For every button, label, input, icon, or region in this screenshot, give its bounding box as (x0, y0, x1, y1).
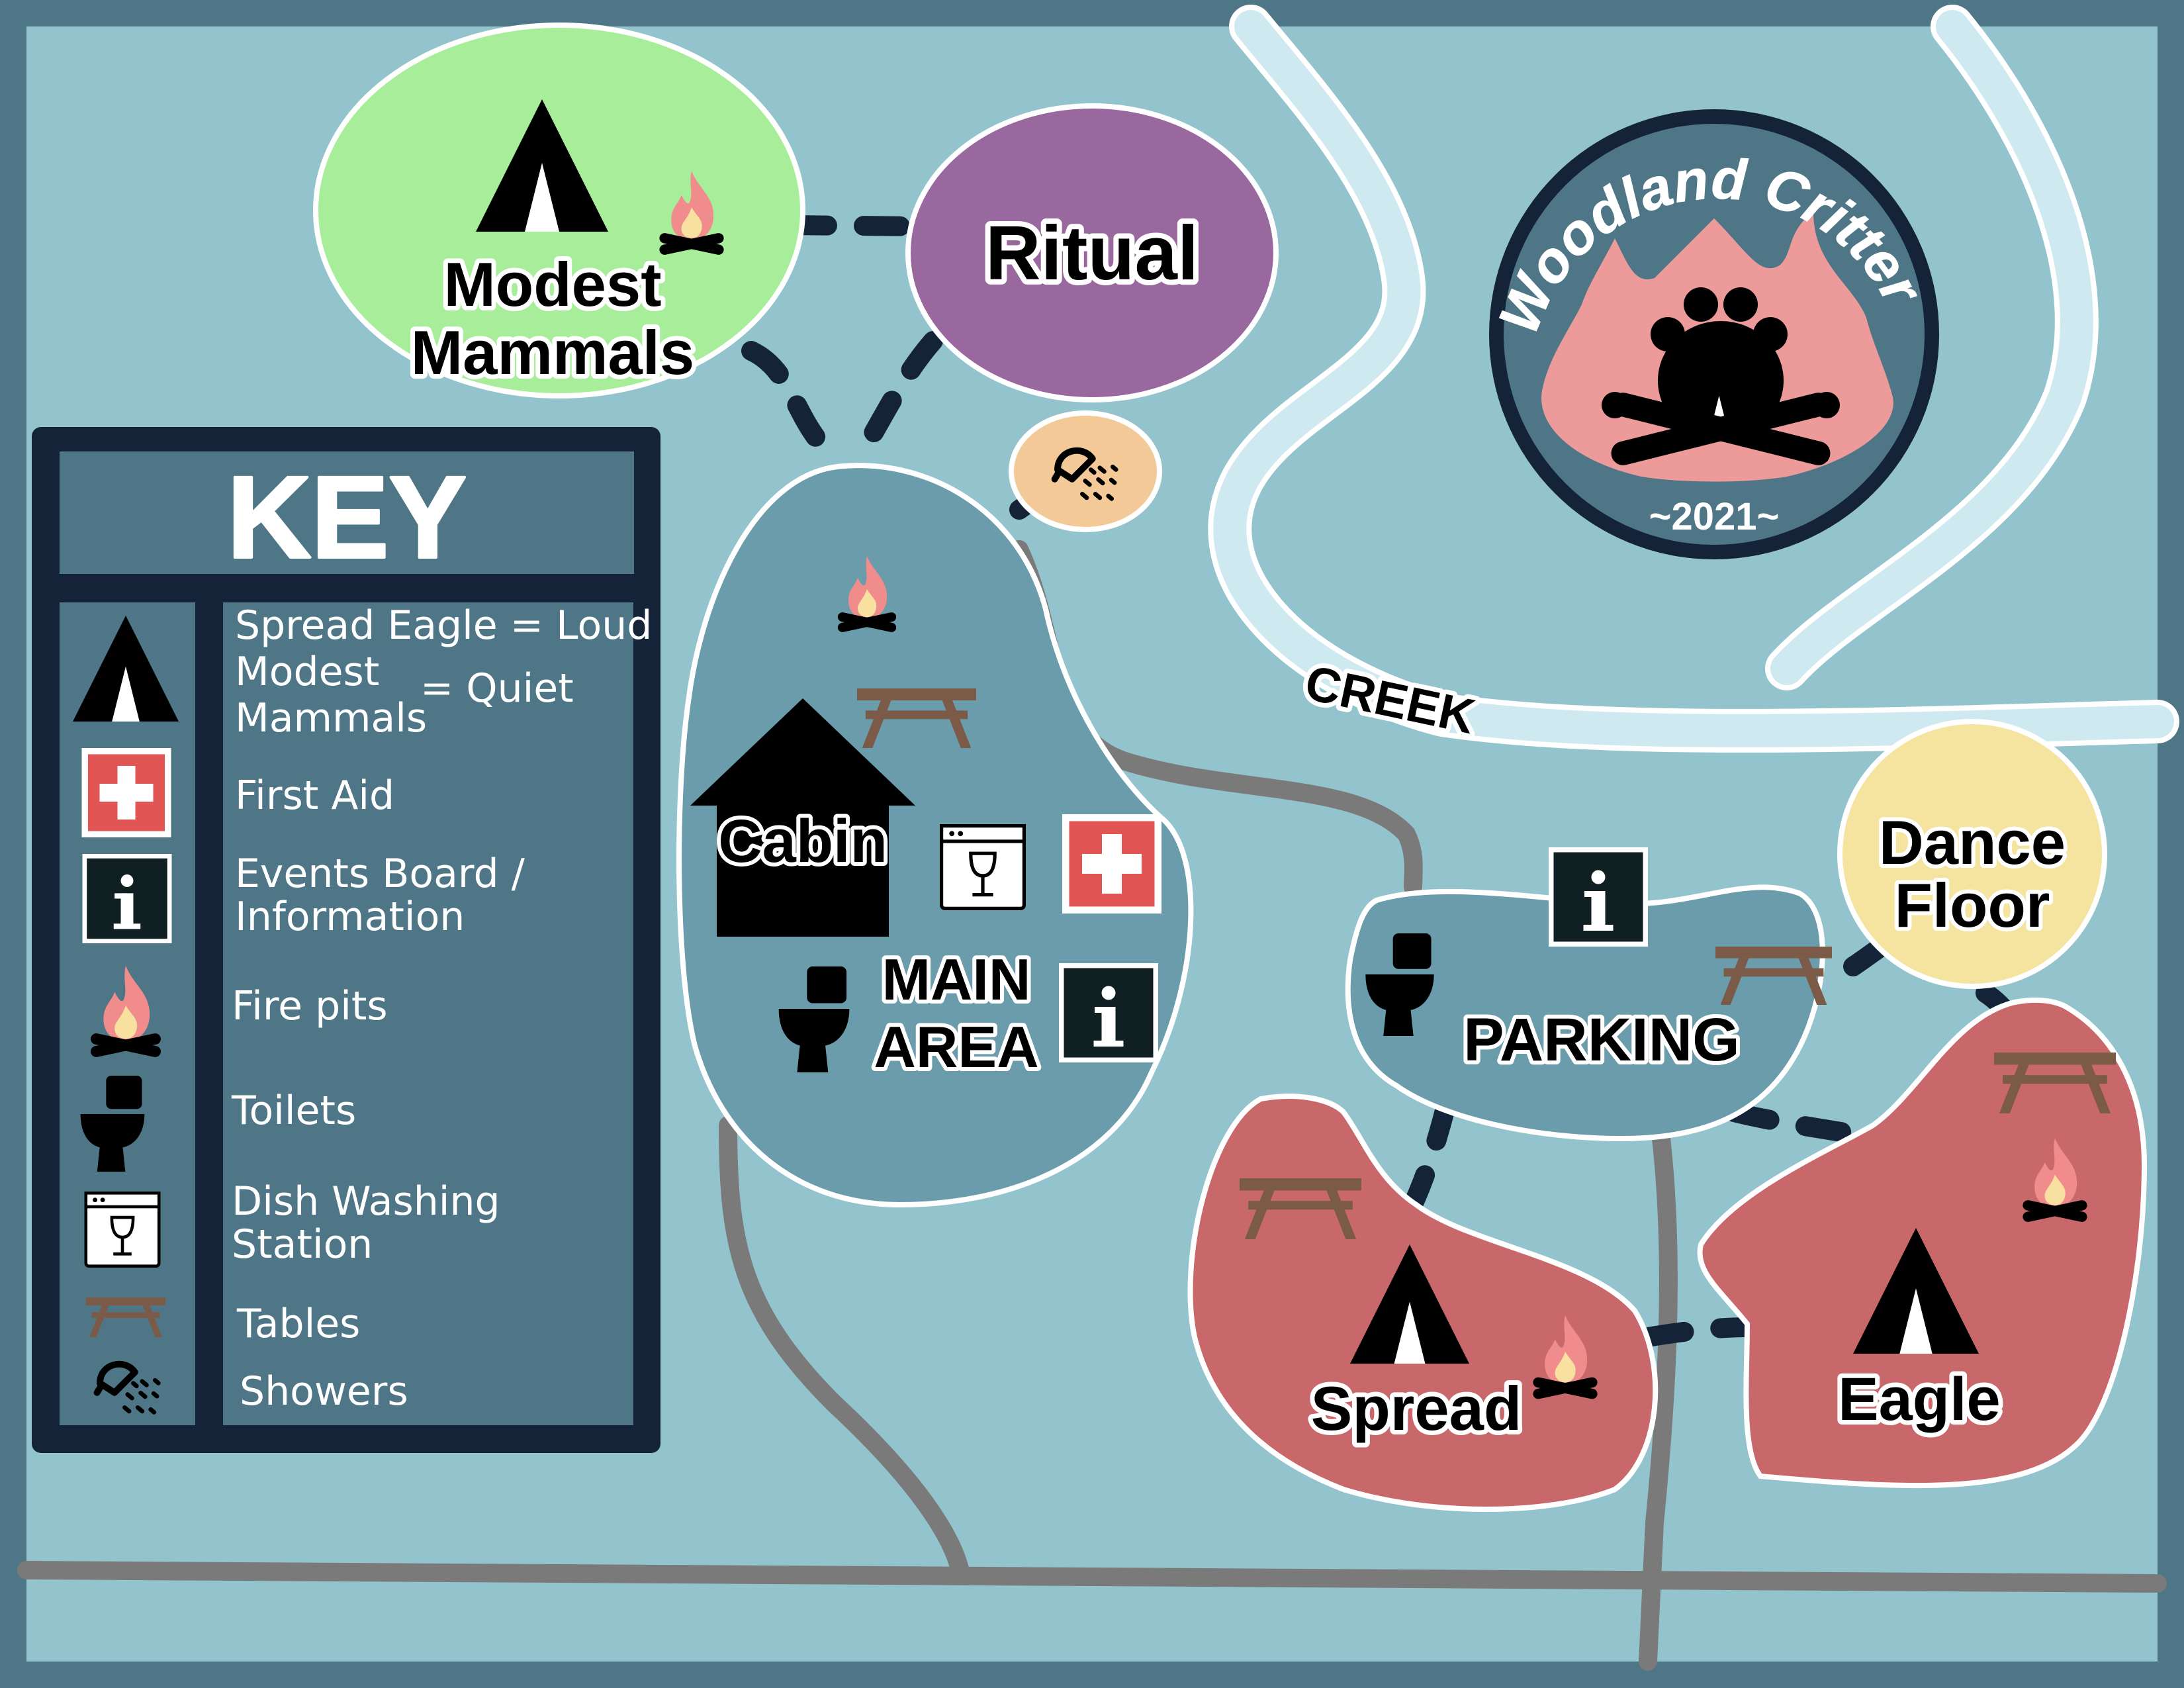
main-area-label-2: AREA (874, 1014, 1038, 1080)
info-icon (82, 854, 172, 943)
area-parking[interactable]: PARKING (1345, 847, 1832, 1142)
area-showers[interactable] (1009, 410, 1162, 532)
key-quiet-equals: = Quiet (420, 665, 574, 712)
first-aid-icon (81, 748, 171, 837)
key-title: KEY (227, 453, 467, 583)
logo-logs (1602, 392, 1840, 465)
spread-label: Spread (1311, 1374, 1522, 1443)
key-dish-label-1: Dish Washing (232, 1178, 500, 1225)
key-title-box (60, 451, 634, 574)
modest-mammals-label-2: Mammals (411, 318, 694, 387)
area-modest-mammals[interactable]: Modest Mammals (313, 23, 805, 399)
key-info-label-1: Events Board / (235, 851, 525, 897)
info-icon (1059, 963, 1158, 1062)
info-icon (1549, 847, 1648, 947)
key-quiet-label-1: Modest (235, 649, 379, 695)
first-aid-icon (1062, 814, 1161, 914)
area-spread[interactable]: Spread (1187, 1094, 1659, 1512)
key-info-label-2: Information (235, 894, 465, 940)
cabin-label: Cabin (718, 808, 887, 875)
key-quiet-label-2: Mammals (235, 695, 427, 741)
dance-floor-label-1: Dance (1879, 808, 2066, 877)
key-text-column (223, 602, 633, 1425)
area-main[interactable]: Cabin MAIN AREA (676, 463, 1194, 1208)
main-area-label-1: MAIN (882, 947, 1031, 1012)
parking-label: PARKING (1463, 1006, 1739, 1074)
map-key: KEY Spread Eagle = Loud Modest Mammals =… (32, 427, 660, 1453)
key-loud-label: Spread Eagle = Loud (235, 602, 652, 649)
key-first-aid-label: First Aid (235, 773, 394, 819)
key-dish-label-2: Station (232, 1221, 373, 1268)
key-toilets-label: Toilets (231, 1088, 356, 1134)
ritual-label: Ritual (985, 210, 1199, 296)
area-dance-floor[interactable]: Dance Floor (1837, 719, 2107, 989)
key-tables-label: Tables (236, 1301, 360, 1347)
key-fire-pits-label: Fire pits (232, 983, 388, 1029)
key-showers-label: Showers (240, 1368, 408, 1415)
dance-floor-label-2: Floor (1895, 870, 2050, 940)
area-ritual[interactable]: Ritual (905, 103, 1279, 402)
dish-washing-icon (86, 1193, 159, 1266)
eagle-label: Eagle (1838, 1366, 2000, 1433)
dish-washing-icon (942, 826, 1024, 909)
area-eagle[interactable]: Eagle (1697, 997, 2148, 1489)
creek (1208, 5, 2179, 753)
logo-year: ~2021~ (1649, 495, 1780, 538)
modest-mammals-label-1: Modest (444, 250, 662, 319)
